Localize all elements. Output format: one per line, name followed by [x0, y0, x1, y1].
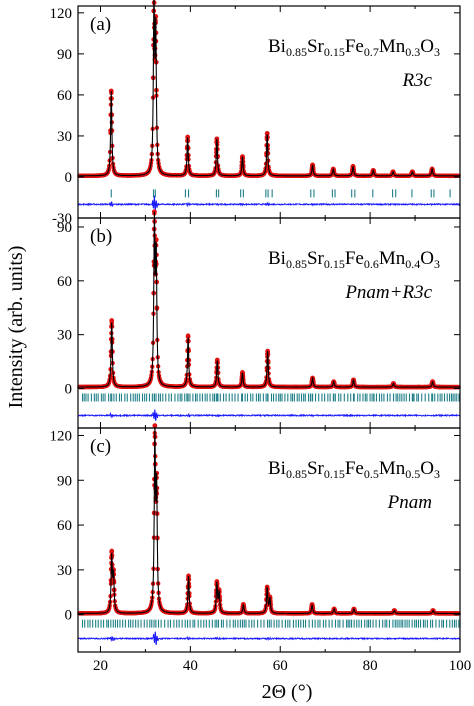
- y-tick-label: 90: [57, 220, 72, 236]
- phase-label: Pnam: [387, 492, 432, 513]
- y-tick-label: 90: [57, 473, 72, 489]
- panel-label: (a): [90, 14, 111, 35]
- formula-subscript: 0.85: [286, 45, 307, 59]
- observed-point: [185, 334, 191, 340]
- bragg-positions: [81, 393, 460, 402]
- formula-element: Fe: [345, 248, 364, 269]
- observed-point: [185, 135, 191, 140]
- formula-element: Bi: [268, 36, 286, 57]
- formula-element: O: [420, 458, 434, 479]
- formula-subscript: 0.15: [324, 467, 345, 481]
- formula-subscript: 0.15: [324, 257, 345, 271]
- y-tick-label: 0: [65, 170, 73, 186]
- panel-0: -30 0 30 60 90 120 (a) Bi0.85Sr0.15Fe0.7Mn0.3O3…: [50, 0, 461, 227]
- formula-subscript: 0.5: [364, 467, 379, 481]
- formula-subscript: 0.4: [405, 257, 420, 271]
- y-tick-label: 60: [57, 518, 72, 534]
- y-tick-label: 30: [57, 328, 72, 344]
- formula-subscript: 0.5: [405, 467, 420, 481]
- formula-subscript: 0.15: [324, 45, 345, 59]
- formula-subscript: 0.6: [364, 257, 379, 271]
- formula-subscript: 0.85: [286, 467, 307, 481]
- y-axis-title: Intensity (arb. units): [5, 246, 27, 409]
- x-tick-labels: 20 40 60 80 100: [93, 658, 471, 674]
- phase-label: R3c: [401, 70, 432, 91]
- calculated-profile: [78, 0, 460, 177]
- formula-element: O: [420, 36, 434, 57]
- y-tick-label: 30: [57, 563, 72, 579]
- formula-element: Mn: [379, 458, 406, 479]
- x-tick-label: 20: [93, 658, 108, 674]
- observed-point: [264, 131, 270, 136]
- formula-element: Fe: [345, 458, 364, 479]
- composition-formula: Bi0.85Sr0.15Fe0.5Mn0.5O3: [268, 458, 440, 481]
- y-tick-label: 120: [50, 428, 73, 444]
- formula-element: Bi: [268, 248, 286, 269]
- formula-subscript: 3: [434, 467, 440, 481]
- y-tick-label: 0: [65, 382, 73, 398]
- observed-point: [109, 318, 115, 323]
- composition-formula: Bi0.85Sr0.15Fe0.7Mn0.3O3: [268, 36, 440, 59]
- x-tick-label: 40: [183, 658, 198, 674]
- y-tick-label: -30: [52, 211, 72, 227]
- observed-series: [77, 423, 461, 616]
- y-tick-label: 90: [57, 47, 72, 63]
- x-tick-label: 100: [449, 658, 472, 674]
- formula-subscript: 3: [434, 45, 440, 59]
- y-tick-label: 60: [57, 274, 72, 290]
- formula-element: Fe: [345, 36, 364, 57]
- panel-label: (c): [90, 436, 111, 457]
- formula-subscript: 0.7: [364, 45, 379, 59]
- y-tick-label: 0: [65, 608, 73, 624]
- x-axis-title: 2Θ (°): [262, 681, 313, 703]
- formula-element: Mn: [379, 248, 406, 269]
- difference-curve: [77, 409, 461, 422]
- formula-subscript: 3: [434, 257, 440, 271]
- bragg-positions: [81, 619, 460, 628]
- phase-label: Pnam+R3c: [344, 282, 432, 303]
- difference-curve: [77, 195, 461, 212]
- panels: -300306090120(a)Bi0.85Sr0.15Fe0.7Mn0.3O3…: [50, 0, 471, 674]
- x-tick-label: 60: [273, 658, 288, 674]
- observed-point: [108, 88, 114, 94]
- formula-subscript: 0.3: [405, 45, 420, 59]
- formula-element: Mn: [379, 36, 406, 57]
- y-tick-label: 30: [57, 129, 72, 145]
- y-tick-label: 60: [57, 88, 72, 104]
- formula-subscript: 0.85: [286, 257, 307, 271]
- formula-element: Sr: [307, 248, 325, 269]
- y-tick-label: 120: [50, 6, 73, 22]
- difference-curve: [77, 631, 461, 645]
- formula-element: Bi: [268, 458, 286, 479]
- formula-element: Sr: [307, 458, 325, 479]
- panel-label: (b): [90, 226, 112, 247]
- bragg-positions: [110, 189, 451, 198]
- x-tick-label: 80: [363, 658, 378, 674]
- formula-element: Sr: [307, 36, 325, 57]
- formula-element: O: [420, 248, 434, 269]
- calculated-profile: [78, 211, 460, 388]
- composition-formula: Bi0.85Sr0.15Fe0.6Mn0.4O3: [268, 248, 440, 271]
